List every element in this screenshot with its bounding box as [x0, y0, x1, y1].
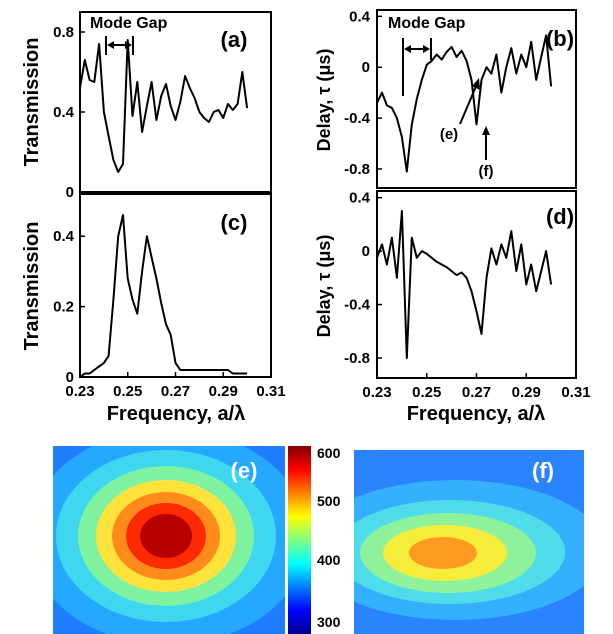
- panel-d-xlabel: Frequency, a/λ: [407, 403, 546, 425]
- panel-e-label: (e): [231, 458, 258, 483]
- ytick-label: 0: [66, 184, 74, 201]
- panel-e-heatmap: [53, 446, 285, 634]
- xtick-label: 0.25: [113, 383, 142, 400]
- xtick-label: 0.25: [412, 384, 441, 401]
- ytick-label: -0.4: [344, 110, 371, 127]
- panel-b-ylabel: Delay, τ (μs): [314, 49, 334, 152]
- panel-b-label: (b): [546, 26, 574, 51]
- ytick-label: 0.4: [53, 104, 75, 121]
- ytick-label: -0.8: [344, 161, 370, 178]
- panel-b-marker-f-label: (f): [479, 163, 494, 180]
- ytick-label: 0: [362, 243, 370, 260]
- panel-a-ylabel: Transmission: [21, 38, 43, 167]
- ytick-label: 0.4: [53, 228, 75, 245]
- panel-a-frame: [79, 11, 272, 193]
- colorbar-tick-400: 400: [317, 552, 341, 568]
- series-line: [376, 34, 553, 173]
- panel-b: Delay, τ (μs) (b) Mode Gap (e) (f) 0.4 0 -…: [314, 8, 577, 189]
- ytick-label: 0: [362, 59, 370, 76]
- xtick-label: 0.27: [462, 384, 491, 401]
- panel-a-label: (a): [221, 27, 248, 52]
- panel-d-label: (d): [546, 204, 574, 229]
- colorbar-gradient: [288, 446, 311, 634]
- panel-b-gap-arrowhead-left: [404, 45, 411, 53]
- ytick-label: -0.8: [344, 350, 370, 367]
- panel-f-heatmap: [354, 480, 584, 620]
- ytick-label: 0: [66, 369, 74, 386]
- panel-a-gap-arrowhead-left: [107, 41, 114, 49]
- ytick-label: 0.2: [53, 299, 74, 316]
- ytick-label: 0.4: [349, 8, 371, 25]
- panel-a-mode-gap-label: Mode Gap: [90, 15, 168, 32]
- series-line: [79, 214, 248, 378]
- panel-b-gap-arrowhead-right: [423, 45, 430, 53]
- xtick-label: 0.29: [209, 383, 238, 400]
- panel-a: Transmission (a) Mode Gap 0 0.4 0.8: [21, 11, 272, 201]
- colorbar-tick-300: 300: [317, 614, 341, 630]
- heat-e-core: [140, 514, 192, 558]
- panel-b-marker-e-label: (e): [440, 126, 458, 143]
- colorbar-tick-500: 500: [317, 493, 341, 509]
- ytick-label: 0.4: [349, 190, 371, 207]
- panel-b-marker-e-arrow: [459, 83, 478, 125]
- panel-c: Transmission (c) Frequency, a/λ 0 0.2 0.4 0…: [21, 193, 286, 425]
- xtick-label: 0.23: [65, 383, 94, 400]
- ytick-label: 0.8: [53, 24, 74, 41]
- xtick-label: 0.31: [561, 384, 590, 401]
- xtick-label: 0.23: [362, 384, 391, 401]
- panel-e: (e): [53, 446, 285, 634]
- panel-d: Delay, τ (μs) (d) Frequency, a/λ 0.4 0 -0.…: [314, 190, 591, 425]
- heat-f-core: [409, 537, 477, 569]
- xtick-label: 0.27: [161, 383, 190, 400]
- panel-b-marker-e-arrowhead: [472, 78, 480, 90]
- xtick-label: 0.29: [512, 384, 541, 401]
- colorbar: 600 500 400 300: [288, 445, 341, 634]
- ytick-label: -0.4: [344, 297, 371, 314]
- panel-f: (f): [354, 450, 584, 634]
- panel-c-xlabel: Frequency, a/λ: [107, 403, 246, 425]
- panel-c-label: (c): [221, 210, 248, 235]
- panel-b-marker-f-arrowhead: [482, 126, 490, 135]
- panel-c-ylabel: Transmission: [21, 222, 43, 351]
- series-line: [376, 210, 553, 359]
- panel-f-label: (f): [532, 458, 554, 483]
- panel-b-frame: [376, 9, 577, 189]
- series-line: [79, 39, 249, 173]
- colorbar-tick-600: 600: [317, 445, 341, 461]
- panel-b-mode-gap-label: Mode Gap: [388, 15, 466, 32]
- xtick-label: 0.31: [256, 383, 285, 400]
- panel-d-ylabel: Delay, τ (μs): [314, 235, 334, 338]
